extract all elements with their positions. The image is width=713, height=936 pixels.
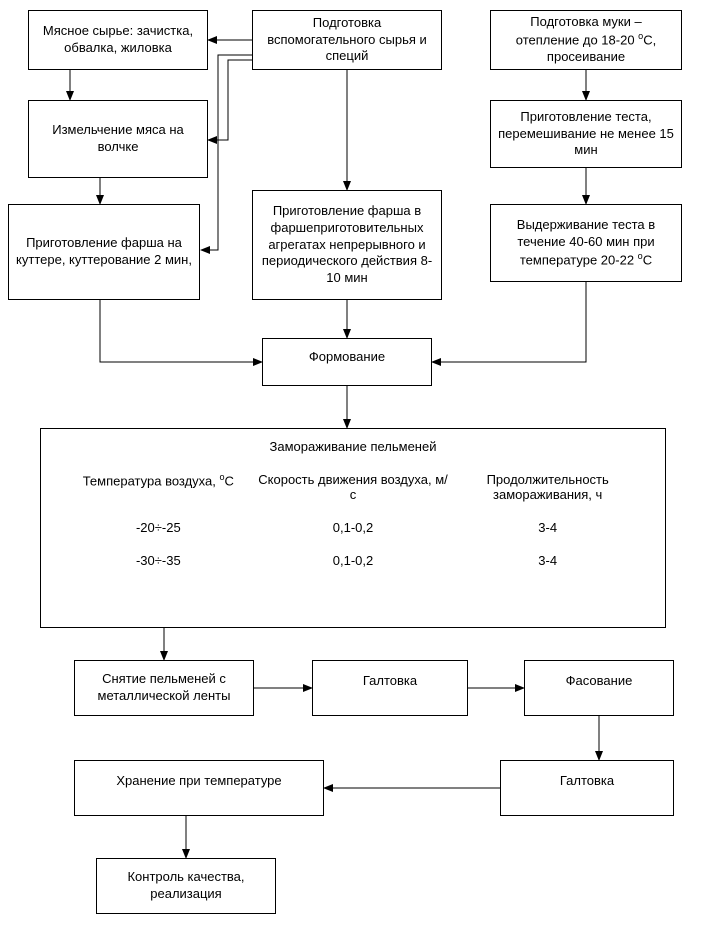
node-freeze: Замораживание пельменей Температура возд… bbox=[40, 428, 666, 628]
freeze-col-dur: Продолжительность замораживания, ч bbox=[450, 472, 645, 502]
node-kutter: Приготовление фарша на куттере, куттеров… bbox=[8, 204, 200, 300]
freeze-col-speed: Скорость движения воздуха, м/с bbox=[256, 472, 451, 502]
node-galtovka1: Галтовка bbox=[312, 660, 468, 716]
node-control: Контроль качества, реализация bbox=[96, 858, 276, 914]
node-pack: Фасование bbox=[524, 660, 674, 716]
node-forming: Формование bbox=[262, 338, 432, 386]
node-storage: Хранение при температуре bbox=[74, 760, 324, 816]
freeze-r0-c1: 0,1-0,2 bbox=[256, 520, 451, 535]
node-flour-prep-text: Подготовка муки – отепление до 18-20 оС,… bbox=[497, 14, 675, 66]
freeze-row-1: -30÷-35 0,1-0,2 3-4 bbox=[61, 553, 645, 568]
node-hold: Выдерживание теста в течение 40-60 мин п… bbox=[490, 204, 682, 282]
node-flour-prep: Подготовка муки – отепление до 18-20 оС,… bbox=[490, 10, 682, 70]
freeze-header-row: Температура воздуха, оС Скорость движени… bbox=[61, 472, 645, 502]
freeze-r1-c1: 0,1-0,2 bbox=[256, 553, 451, 568]
node-hold-text: Выдерживание теста в течение 40-60 мин п… bbox=[497, 217, 675, 269]
node-remove: Снятие пельменей с металлической ленты bbox=[74, 660, 254, 716]
node-galtovka2: Галтовка bbox=[500, 760, 674, 816]
freeze-r0-c0: -20÷-25 bbox=[61, 520, 256, 535]
freeze-r1-c2: 3-4 bbox=[450, 553, 645, 568]
freeze-col-temp: Температура воздуха, оС bbox=[61, 472, 256, 502]
freeze-r1-c0: -30÷-35 bbox=[61, 553, 256, 568]
node-dough: Приготовление теста, перемешивание не ме… bbox=[490, 100, 682, 168]
node-agregat: Приготовление фарша в фаршеприготовитель… bbox=[252, 190, 442, 300]
node-grind: Измельчение мяса на волчке bbox=[28, 100, 208, 178]
node-aux-prep: Подготовка вспомогательного сырья и спец… bbox=[252, 10, 442, 70]
node-meat-raw: Мясное сырье: зачистка, обвалка, жиловка bbox=[28, 10, 208, 70]
freeze-title: Замораживание пельменей bbox=[61, 439, 645, 454]
freeze-row-0: -20÷-25 0,1-0,2 3-4 bbox=[61, 520, 645, 535]
freeze-r0-c2: 3-4 bbox=[450, 520, 645, 535]
